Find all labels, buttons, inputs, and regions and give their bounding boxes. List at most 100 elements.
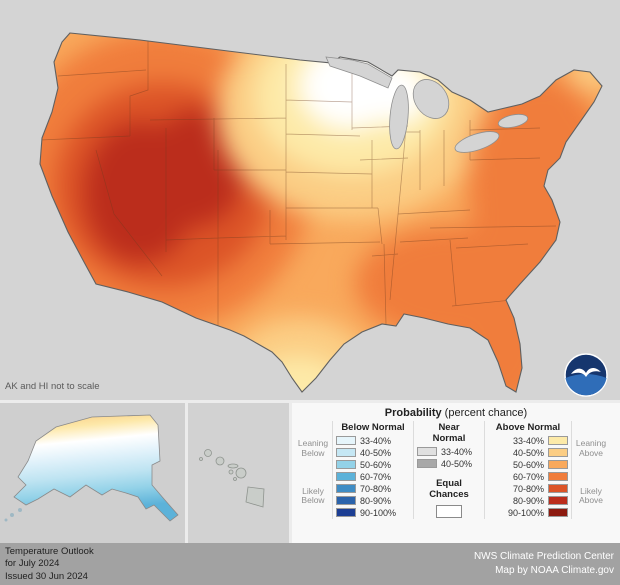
probability-label: 33-40% [441, 446, 473, 457]
legend-title: Probability (percent chance) [292, 403, 620, 419]
legend-body: Leaning Below Likely Below Below Normal … [292, 419, 620, 519]
probability-label: 70-80% [512, 483, 544, 494]
great-lakes [325, 56, 529, 153]
source-credit: NWS Climate Prediction Center Map by NOA… [474, 550, 614, 577]
probability-label: 33-40% [360, 435, 392, 446]
issuance-info: Temperature Outlook for July 2024 Issued… [5, 546, 94, 583]
leaning-below-label: Leaning Below [297, 438, 329, 458]
probability-label: 40-50% [512, 447, 544, 458]
probability-swatch [548, 508, 568, 517]
island-kauai [204, 449, 212, 457]
source-line: NWS Climate Prediction Center [473, 551, 614, 562]
probability-legend: Probability (percent chance) Leaning Bel… [292, 403, 620, 543]
legend-row: 60-70% [336, 471, 410, 482]
probability-swatch [336, 472, 356, 481]
aleutian-islands [4, 508, 22, 522]
lake-superior [325, 56, 393, 89]
legend-row: 33-40% [336, 435, 410, 446]
legend-row: 50-60% [488, 459, 568, 470]
issued-date: Issued 30 Jun 2024 [5, 570, 88, 582]
legend-gutter-right: Leaning Above Likely Above [571, 421, 610, 519]
probability-swatch [336, 484, 356, 493]
island-oahu [215, 456, 225, 466]
legend-row: 60-70% [488, 471, 568, 482]
island-molokai [227, 463, 239, 469]
alaska-outline [13, 414, 179, 522]
probability-label: 80-90% [360, 495, 392, 506]
probability-label: 80-90% [512, 495, 544, 506]
probability-swatch [548, 484, 568, 493]
outlook-title: Temperature Outlook [5, 546, 94, 557]
lake-erie [454, 131, 500, 153]
legend-row: 70-80% [336, 483, 410, 494]
legend-row: 40-50% [417, 458, 481, 469]
legend-title-suffix: (percent chance) [444, 407, 528, 419]
legend-row: 80-90% [336, 495, 410, 506]
likely-below-label: Likely Below [301, 485, 325, 506]
equal-chances-label: Equal Chances [429, 478, 469, 500]
legend-row: 90-100% [336, 507, 410, 518]
probability-swatch [548, 496, 568, 505]
probability-label: 50-60% [512, 459, 544, 470]
probability-swatch [417, 459, 437, 468]
island-maui [235, 467, 247, 479]
probability-label: 40-50% [441, 458, 473, 469]
below-normal-column: Below Normal 33-40% 40-50% 50-60% 60-70%… [332, 421, 413, 519]
legend-row: 33-40% [417, 446, 481, 457]
above-normal-header: Above Normal [495, 422, 561, 433]
island-hawaii [245, 486, 265, 508]
probability-label: 60-70% [512, 471, 544, 482]
insets-row: Probability (percent chance) Leaning Bel… [0, 400, 620, 543]
probability-swatch [417, 447, 437, 456]
below-normal-header: Below Normal [341, 422, 405, 433]
legend-row: 33-40% [488, 435, 568, 446]
hawaii-map [199, 449, 265, 508]
legend-row: 80-90% [488, 495, 568, 506]
probability-label: 70-80% [360, 483, 392, 494]
noaa-logo-graphic [564, 353, 608, 397]
leaning-above-label: Leaning Above [575, 438, 607, 458]
probability-label: 33-40% [512, 435, 544, 446]
likely-above-label: Likely Above [578, 485, 604, 506]
seagull-icon [571, 367, 601, 377]
near-normal-header: Near Normal [432, 422, 466, 444]
near-normal-column: Near Normal 33-40% 40-50% Equal Chances [413, 421, 485, 519]
legend-row: 70-80% [488, 483, 568, 494]
lake-michigan [389, 84, 409, 150]
legend-gutter-left: Leaning Below Likely Below [294, 421, 332, 519]
probability-swatch [548, 472, 568, 481]
probability-label: 40-50% [360, 447, 392, 458]
legend-row: 40-50% [488, 447, 568, 458]
above-normal-column: Above Normal 33-40% 40-50% 50-60% 60-70%… [485, 421, 571, 519]
us-outline [39, 32, 603, 393]
probability-swatch [336, 448, 356, 457]
probability-swatch [336, 460, 356, 469]
scale-note: AK and HI not to scale [5, 381, 100, 392]
lake-huron [412, 79, 450, 119]
footer-bar: Temperature Outlook for July 2024 Issued… [0, 543, 620, 585]
equal-chances-block: Equal Chances [417, 478, 481, 518]
probability-label: 60-70% [360, 471, 392, 482]
alaska-inset [0, 403, 188, 543]
hawaii-inset [188, 403, 292, 543]
island-kahoolawe [233, 477, 237, 481]
probability-swatch [548, 436, 568, 445]
legend-row: 40-50% [336, 447, 410, 458]
conus-map [39, 32, 603, 393]
lake-ontario [497, 113, 529, 129]
probability-swatch [336, 496, 356, 505]
probability-label: 50-60% [360, 459, 392, 470]
probability-label: 90-100% [360, 507, 397, 518]
probability-label: 90-100% [507, 507, 544, 518]
credit-line: Map by NOAA Climate.gov [495, 564, 614, 576]
outlook-period: for July 2024 [5, 558, 60, 570]
noaa-logo [563, 352, 609, 398]
hawaiian-islands [199, 449, 265, 508]
conus-map-area: AK and HI not to scale [5, 32, 609, 398]
legend-row: 90-100% [488, 507, 568, 518]
probability-swatch [548, 448, 568, 457]
island-niihau [199, 457, 203, 461]
probability-swatch [548, 460, 568, 469]
equal-chances-swatch [436, 504, 462, 518]
